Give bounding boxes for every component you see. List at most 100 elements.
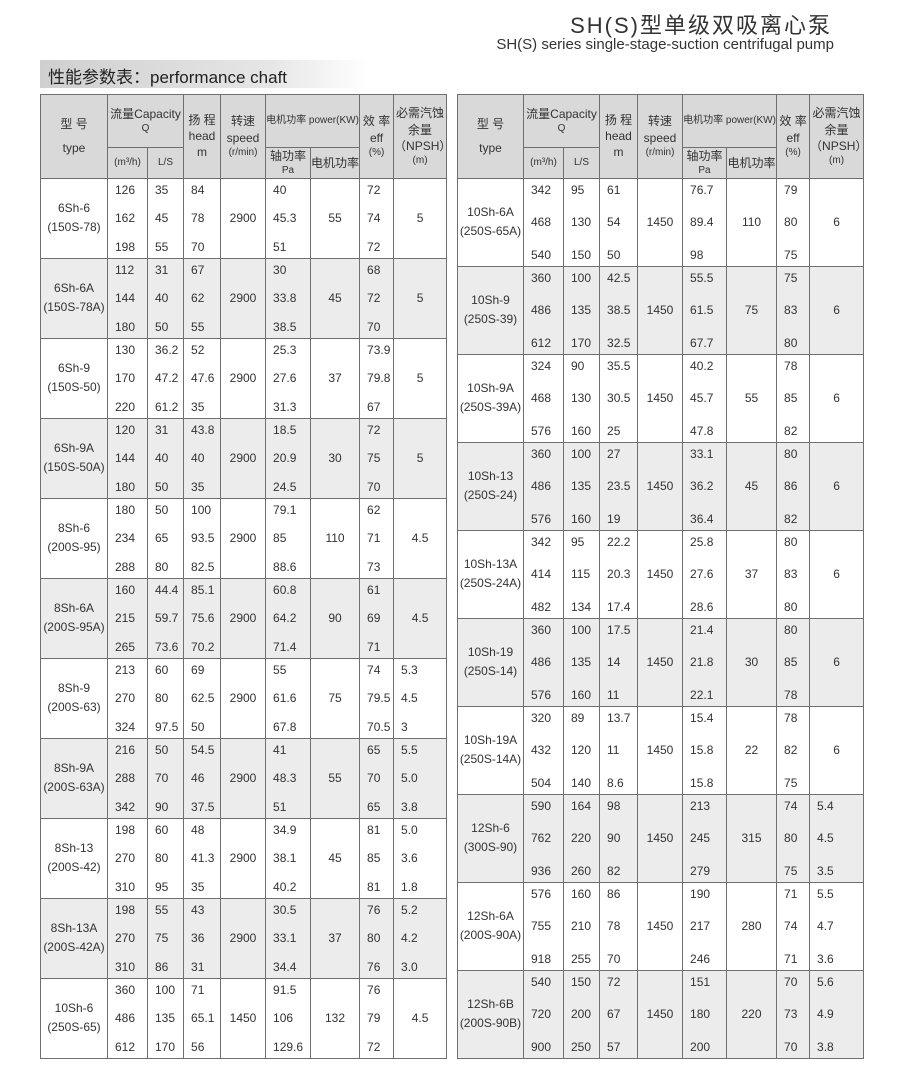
- cell-motor-power: 30: [310, 417, 361, 499]
- cell-speed: 1450: [637, 617, 684, 707]
- cell-capacity-ls: 89 120 140: [562, 705, 601, 795]
- cell-capacity-m3h: 112 144 180: [107, 257, 148, 339]
- cell-shaft-power: 79.1 85 88.6: [265, 497, 312, 579]
- cell-capacity-m3h-value: 540: [531, 974, 552, 989]
- cell-capacity-m3h-value: 270: [115, 931, 136, 946]
- header-eff: 效 率 eff (%): [776, 94, 811, 179]
- cell-npsh-value: 4.2: [401, 931, 418, 946]
- cell-head-value: 71: [191, 982, 205, 997]
- cell-capacity-m3h-value: 720: [531, 1007, 552, 1022]
- cell-eff: 81 85 81: [359, 817, 395, 899]
- cell-shaft-power-value: 20.9: [273, 451, 297, 466]
- cell-head-value: 86: [607, 886, 621, 901]
- cell-motor-power: 55: [726, 353, 778, 443]
- cell-head-value: 69: [191, 662, 205, 677]
- cell-capacity-m3h-value: 590: [531, 798, 552, 813]
- cell-head-value: 43.8: [191, 422, 215, 437]
- cell-capacity-m3h-value: 144: [115, 291, 136, 306]
- table-row-group: 6Sh-9 (150S-50) 130 170 220 36.2 47.2 61.2 52 47.…: [40, 337, 448, 419]
- cell-motor-power: 45: [310, 817, 361, 899]
- cell-motor-power: 280: [726, 881, 778, 971]
- cell-npsh: 6: [809, 529, 865, 619]
- header-subrow: (m³/h) L/S 轴功率 Pa 电机功率: [41, 147, 447, 179]
- cell-shaft-power: 76.7 89.4 98: [682, 177, 728, 267]
- cell-head-value: 8.6: [607, 775, 624, 790]
- cell-eff-value: 74: [784, 798, 798, 813]
- header-ls: L/S: [562, 147, 601, 179]
- cell-head: 42.5 38.5 32.5: [599, 265, 639, 355]
- cell-shaft-power: 41 48.3 51: [265, 737, 312, 819]
- cell-head-value: 31: [191, 959, 205, 974]
- cell-head: 13.7 11 8.6: [599, 705, 639, 795]
- cell-capacity-ls: 95 115 134: [562, 529, 601, 619]
- cell-capacity-ls: 60 80 97.5: [146, 657, 185, 739]
- cell-capacity-ls: 100 135 160: [562, 617, 601, 707]
- cell-head-value: 90: [607, 831, 621, 846]
- cell-capacity-ls: 31 40 50: [146, 417, 185, 499]
- cell-head-value: 36: [191, 931, 205, 946]
- cell-npsh: 6: [809, 177, 865, 267]
- cell-head-value: 70: [191, 239, 205, 254]
- header-npsh: 必需汽蚀余量 （NPSH） (m): [809, 94, 867, 179]
- cell-eff-value: 80: [784, 831, 798, 846]
- cell-capacity-ls-value: 50: [155, 479, 169, 494]
- cell-shaft-power-value: 40: [273, 182, 287, 197]
- cell-head-value: 14: [607, 655, 621, 670]
- cell-head-value: 22.2: [607, 534, 631, 549]
- cell-speed: 1450: [637, 529, 684, 619]
- cell-eff-value: 78: [784, 358, 798, 373]
- model-alt-name: (250S-39): [463, 312, 518, 327]
- cell-capacity-m3h: 126 162 198: [107, 177, 148, 259]
- cell-eff-value: 80: [784, 215, 798, 230]
- cell-capacity-m3h-value: 504: [531, 775, 552, 790]
- cell-eff-value: 75: [784, 775, 798, 790]
- cell-eff-value: 74: [784, 919, 798, 934]
- header-m3h: (m³/h): [523, 147, 564, 179]
- cell-shaft-power-value: 47.8: [690, 423, 714, 438]
- header-type: 型 号 type: [40, 94, 108, 179]
- cell-capacity-m3h: 120 144 180: [107, 417, 148, 499]
- table-row-group: 10Sh-19A (250S-14A) 320 432 504 89 120 140 13.7 1…: [457, 705, 865, 795]
- cell-speed: 2900: [220, 897, 267, 979]
- cell-motor-power: 37: [310, 337, 361, 419]
- cell-eff-value: 70: [367, 479, 381, 494]
- model-alt-name: (250S-14): [463, 664, 518, 679]
- cell-npsh: 5: [393, 177, 448, 259]
- cell-npsh-value: 5.5: [817, 886, 834, 901]
- cell-capacity-m3h: 342 468 540: [523, 177, 564, 267]
- cell-capacity-m3h-value: 324: [115, 719, 136, 734]
- cell-capacity-m3h-value: 342: [531, 534, 552, 549]
- cell-shaft-power-value: 28.6: [690, 599, 714, 614]
- cell-eff-value: 79.5: [367, 691, 391, 706]
- model-name: 6Sh-6A: [53, 281, 95, 295]
- cell-type: 8Sh-13A (200S-42A): [40, 897, 108, 979]
- cell-head: 43 36 31: [183, 897, 222, 979]
- cell-head-value: 17.4: [607, 599, 631, 614]
- cell-capacity-ls-value: 60: [155, 662, 169, 677]
- cell-eff-value: 78: [784, 687, 798, 702]
- cell-eff-value: 68: [367, 262, 381, 277]
- cell-head-value: 30.5: [607, 391, 631, 406]
- cell-capacity-m3h-value: 360: [115, 982, 136, 997]
- cell-type: 10Sh-13A (250S-24A): [457, 529, 524, 619]
- cell-capacity-ls-value: 65: [155, 531, 169, 546]
- cell-type: 12Sh-6A (200S-90A): [457, 881, 524, 971]
- cell-head: 67 62 55: [183, 257, 222, 339]
- cell-capacity-m3h-value: 213: [115, 662, 136, 677]
- cell-eff: 75 83 80: [776, 265, 811, 355]
- cell-eff-value: 85: [784, 391, 798, 406]
- cell-shaft-power-value: 38.5: [273, 319, 297, 334]
- cell-shaft-power-value: 41: [273, 742, 287, 757]
- cell-shaft-power: 40 45.3 51: [265, 177, 312, 259]
- cell-motor-power: 30: [726, 617, 778, 707]
- cell-capacity-ls-value: 47.2: [155, 371, 179, 386]
- cell-shaft-power-value: 27.6: [690, 567, 714, 582]
- model-alt-name: (150S-50): [47, 380, 101, 395]
- model-name: 12Sh-6B: [467, 997, 514, 1011]
- cell-npsh-value: 5.4: [817, 798, 834, 813]
- cell-eff-value: 85: [784, 655, 798, 670]
- cell-shaft-power-value: 55.5: [690, 270, 714, 285]
- cell-eff-value: 69: [367, 611, 381, 626]
- cell-eff-value: 85: [367, 851, 381, 866]
- cell-speed: 2900: [220, 177, 267, 259]
